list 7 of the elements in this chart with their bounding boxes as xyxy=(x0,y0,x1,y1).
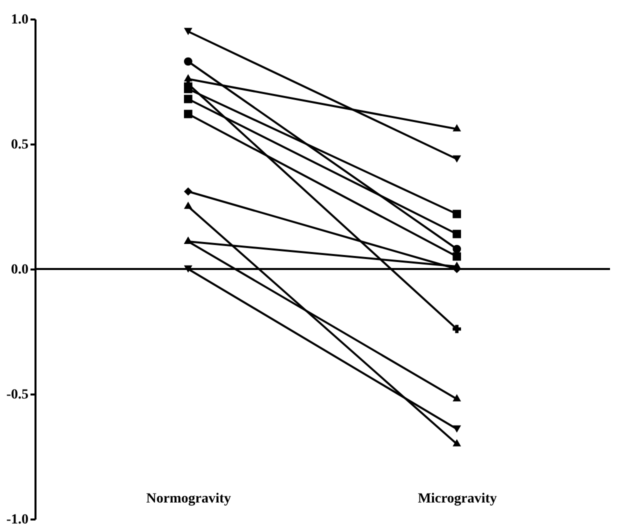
y-tick-label: 1.0 xyxy=(11,12,28,28)
x-tick-label: Microgravity xyxy=(418,492,497,506)
x-tick-label: Normogravity xyxy=(146,492,232,506)
y-tick-label: 0.5 xyxy=(11,138,28,152)
y-tick-label: -0.5 xyxy=(6,388,28,402)
y-tick-label: -1.0 xyxy=(6,512,28,528)
y-tick-label: 0.0 xyxy=(11,262,28,278)
